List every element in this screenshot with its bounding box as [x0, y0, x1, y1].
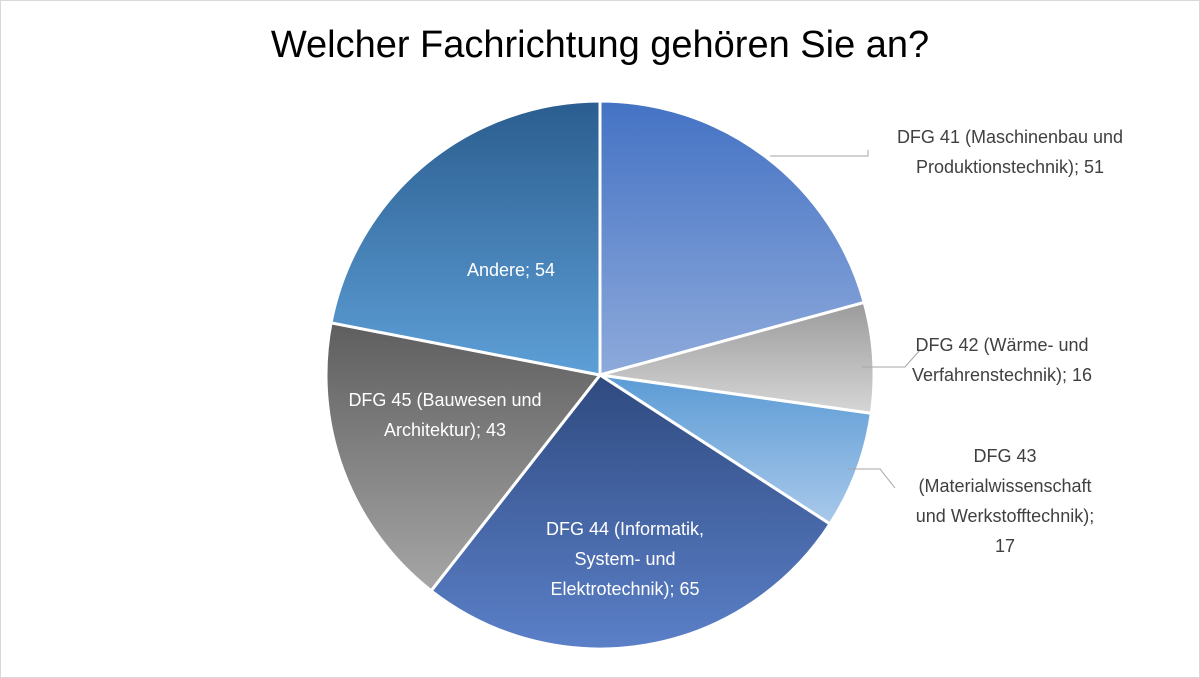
data-label-dfg-45-bauwesen-und-architektur: DFG 45 (Bauwesen und Architektur); 43	[348, 390, 541, 440]
pie-slice-dfg-41-maschinenbau-und-produktionstechnik	[598, 99, 866, 377]
data-label-dfg-44-informatik-system-und-elektrotechnik: DFG 44 (Informatik, System- und Elektrotec…	[546, 519, 704, 599]
leader-line-dfg-42-w-rme-und-verfahrenstechnik	[862, 349, 921, 368]
pie-slice-dfg-42-w-rme-und-verfahrenstechnik	[598, 300, 876, 415]
data-label-andere: Andere; 54	[467, 260, 555, 280]
chart-title: Welcher Fachrichtung gehören Sie an?	[270, 24, 930, 66]
pie-slice-andere	[329, 99, 602, 377]
data-label-dfg-42-w-rme-und-verfahrenstechnik: DFG 42 (Wärme- und Verfahrenstechnik); 16	[912, 335, 1092, 385]
data-label-dfg-43-materialwissenschaft-und-werkstofftechnik: DFG 43 (Materialwissenschaft und Werkstoff…	[916, 446, 1094, 556]
pie-slice-dfg-43-materialwissenschaft-und-werkstofftechnik	[598, 373, 873, 526]
pie-slice-dfg-45-bauwesen-und-architektur	[324, 321, 602, 593]
leader-line-dfg-43-materialwissenschaft-und-werkstofftechnik	[848, 468, 896, 489]
leader-line-dfg-41-maschinenbau-und-produktionstechnik	[770, 150, 869, 157]
pie-slice-dfg-44-informatik-system-und-elektrotechnik	[429, 373, 832, 651]
data-label-dfg-41-maschinenbau-und-produktionstechnik: DFG 41 (Maschinenbau und Produktionstechn…	[897, 127, 1123, 177]
